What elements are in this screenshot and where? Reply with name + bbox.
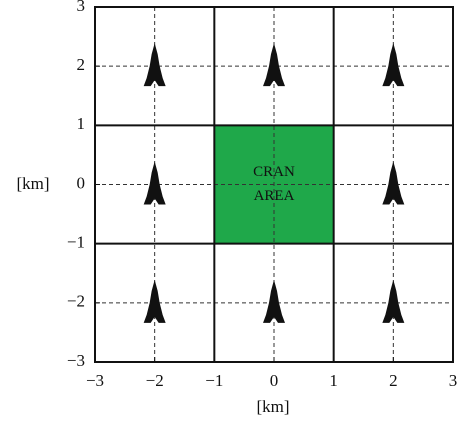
tower xyxy=(143,161,166,205)
x-tick-label: 2 xyxy=(389,371,398,390)
y-tick-label: 3 xyxy=(77,0,86,15)
y-tick-label: 2 xyxy=(77,55,86,74)
tower xyxy=(263,43,285,87)
x-tick-label: −3 xyxy=(86,371,104,390)
y-tick-label: −3 xyxy=(67,351,85,370)
y-tick-label: −1 xyxy=(67,233,85,252)
y-tick-label: 1 xyxy=(77,114,86,133)
tower xyxy=(382,161,405,205)
x-tick-label: 0 xyxy=(270,371,279,390)
tower xyxy=(263,279,285,323)
y-tick-label: 0 xyxy=(77,173,86,192)
tower xyxy=(143,279,166,323)
x-axis-label: [km] xyxy=(256,397,289,416)
y-axis-label: [km] xyxy=(16,174,49,193)
tower xyxy=(382,43,405,87)
x-tick-label: −2 xyxy=(146,371,164,390)
tower xyxy=(143,43,166,87)
y-tick-label: −2 xyxy=(67,292,85,311)
x-tick-label: 3 xyxy=(449,371,458,390)
region-label: AREA xyxy=(254,188,295,204)
tower xyxy=(382,279,405,323)
x-tick-label: −1 xyxy=(205,371,223,390)
x-tick-label: 1 xyxy=(329,371,338,390)
